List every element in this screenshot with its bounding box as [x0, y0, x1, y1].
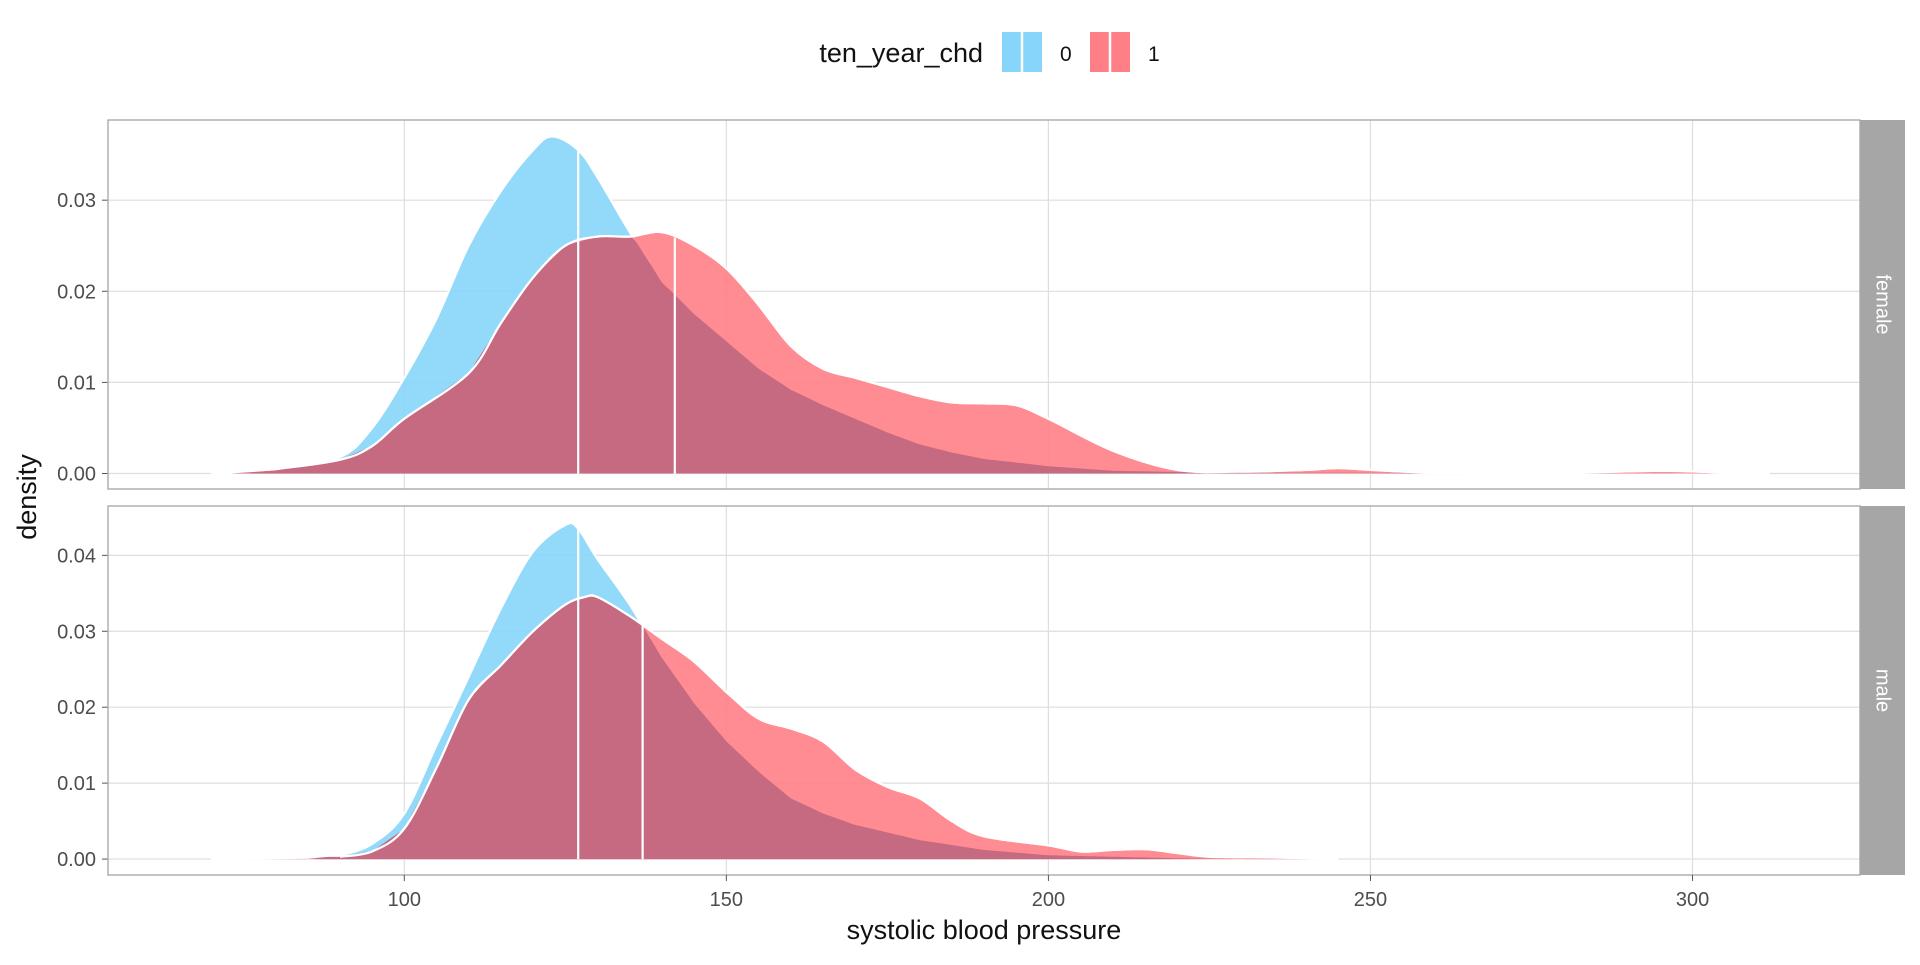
density-overlap-area [211, 236, 1770, 474]
legend: ten_year_chd 0 1 [819, 32, 1160, 72]
y-tick-label: 0.04 [57, 545, 96, 567]
legend-label: 0 [1060, 43, 1072, 66]
facet-panels: 0.000.010.020.03female0.000.010.020.030.… [57, 119, 1905, 911]
y-tick-label: 0.02 [57, 697, 96, 719]
y-tick-label: 0.00 [57, 464, 96, 486]
y-tick-label: 0.01 [57, 773, 96, 795]
x-tick-label: 100 [388, 889, 421, 911]
legend-title: ten_year_chd [819, 38, 983, 68]
facet-strip [1860, 506, 1905, 875]
y-tick-label: 0.02 [57, 281, 96, 303]
y-tick-label: 0.00 [57, 849, 96, 871]
x-axis-title: systolic blood pressure [847, 915, 1122, 945]
density-line-1-overlap [211, 230, 1770, 475]
x-tick-label: 150 [710, 889, 743, 911]
facet-panel-female: 0.00 0.01 0.02 0.03 female [57, 119, 1905, 490]
facet-strip-label: female [1872, 274, 1894, 334]
density-line-1-overlap [339, 594, 1210, 858]
y-axis-title: density [12, 454, 42, 540]
panel-border [107, 505, 1861, 876]
y-tick-label: 0.03 [57, 190, 96, 212]
facet-strip-label: male [1872, 669, 1894, 712]
legend-key-0: 0 [1002, 32, 1072, 72]
x-tick-label: 200 [1032, 889, 1065, 911]
x-tick-label: 250 [1354, 889, 1387, 911]
facet-panel-male: 0.00 0.01 0.02 0.03 0.04 male [57, 505, 1905, 876]
y-tick-label: 0.03 [57, 621, 96, 643]
facet-strip [1860, 120, 1905, 489]
density-overlap-area [307, 596, 1242, 860]
x-tick-label: 300 [1676, 889, 1709, 911]
y-tick-label: 0.01 [57, 372, 96, 394]
legend-label: 1 [1148, 43, 1160, 66]
legend-key-1: 1 [1090, 32, 1160, 72]
